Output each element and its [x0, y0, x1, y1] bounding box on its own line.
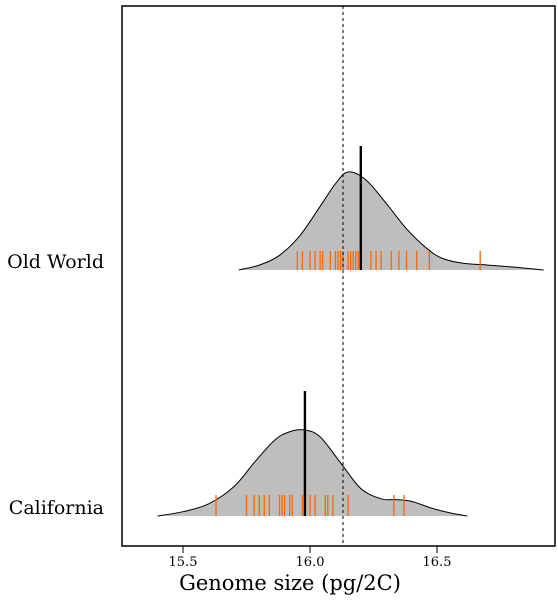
density-curve-old-world	[238, 171, 544, 271]
series-california	[157, 391, 468, 517]
density-area-california	[157, 429, 468, 516]
x-axis: 15.5 16.0 16.5	[169, 545, 452, 570]
density-area-old-world	[238, 171, 544, 270]
group-labels: Old World California	[7, 251, 104, 519]
group-label-old-world: Old World	[7, 251, 104, 273]
group-label-california: California	[9, 497, 104, 519]
x-axis-title: Genome size (pg/2C)	[179, 571, 401, 595]
density-layer	[157, 146, 544, 517]
x-tick-label: 16.5	[423, 555, 452, 570]
x-tick-label: 16.0	[296, 555, 325, 570]
series-old-world	[238, 146, 544, 271]
x-tick-label: 15.5	[169, 555, 198, 570]
density-curve-california	[157, 429, 468, 517]
